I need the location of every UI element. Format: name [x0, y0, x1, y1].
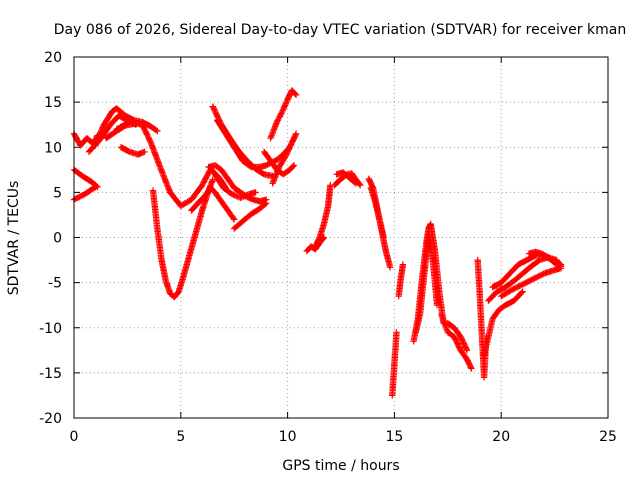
y-tick-label: -20	[39, 411, 62, 427]
plus-markers	[269, 130, 300, 187]
y-tick-label: 15	[44, 95, 62, 111]
x-tick-label: 10	[279, 429, 297, 445]
series-track-17	[267, 87, 300, 142]
series-track-25	[389, 329, 400, 399]
y-axis-label: SDTVAR / TECUs	[6, 181, 22, 296]
y-tick-label: 10	[44, 140, 62, 156]
series-track-08	[113, 118, 229, 210]
plus-markers	[395, 261, 407, 300]
plus-markers	[117, 144, 148, 158]
series-track-24	[367, 184, 387, 241]
chart-title: Day 086 of 2026, Sidereal Day-to-day VTE…	[54, 22, 626, 38]
series-track-12	[211, 171, 259, 201]
y-tick-labels: -20 -15 -10 -5 0 5 10 15 20	[39, 50, 62, 427]
series-track-26	[395, 261, 407, 300]
plus-markers	[444, 320, 471, 354]
x-tick-label: 5	[176, 429, 185, 445]
plus-markers	[438, 311, 475, 372]
x-tick-label: 0	[70, 429, 79, 445]
plus-markers	[480, 288, 526, 358]
plus-markers	[231, 200, 270, 232]
plus-markers	[267, 87, 300, 142]
plus-markers	[113, 118, 229, 210]
x-tick-label: 25	[599, 429, 617, 445]
grid-lines	[74, 57, 608, 418]
y-tick-label: 5	[53, 185, 62, 201]
series-track-29	[438, 311, 475, 372]
data-points	[70, 87, 565, 399]
series-track-28	[412, 229, 441, 336]
series-track-30	[444, 320, 471, 354]
y-tick-label: -15	[39, 366, 62, 382]
series-track-20	[312, 182, 334, 250]
plus-markers	[333, 169, 360, 187]
series-track-10	[188, 184, 238, 223]
axis-ticks	[73, 56, 609, 419]
y-tick-label: -10	[39, 321, 62, 337]
plus-markers	[498, 265, 565, 300]
plus-markers	[525, 248, 565, 270]
plus-markers	[389, 329, 400, 399]
plus-markers	[367, 184, 387, 241]
y-tick-label: -5	[48, 276, 62, 292]
plus-markers	[312, 182, 334, 250]
series-track-22	[333, 169, 360, 187]
series-track-15	[231, 200, 270, 232]
plus-markers	[188, 184, 238, 223]
plus-markers	[412, 229, 441, 336]
series-track-09	[149, 176, 216, 301]
x-tick-label: 15	[385, 429, 403, 445]
x-tick-labels: 0 5 10 15 20 25	[70, 429, 617, 445]
series-track-07	[117, 144, 148, 158]
x-tick-label: 20	[492, 429, 510, 445]
series-track-18	[269, 130, 300, 187]
series-track-35	[498, 265, 565, 300]
x-axis-label: GPS time / hours	[282, 458, 399, 474]
y-tick-label: 20	[44, 50, 62, 66]
y-tick-label: 0	[53, 231, 62, 247]
plus-markers	[211, 171, 259, 201]
plus-markers	[149, 176, 216, 301]
series-track-32	[480, 288, 526, 358]
series-track-36	[525, 248, 565, 270]
